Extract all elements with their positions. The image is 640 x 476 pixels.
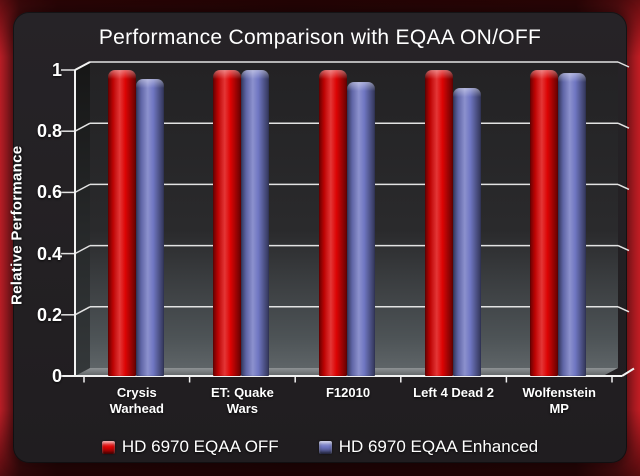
gridline-connector <box>74 244 91 255</box>
bar-hd-6970-eqaa-off-left-4-dead-2 <box>424 70 453 376</box>
y-axis-top-connector <box>74 61 91 71</box>
y-tick-label-0: 0 <box>51 366 62 386</box>
bar-hd-6970-eqaa-enhanced-et-quake-wars <box>241 70 270 376</box>
y-axis-title: Relative Performance <box>8 145 26 305</box>
y-tick-label-0.6: 0.6 <box>36 182 62 203</box>
category-label-f12010: F12010 <box>325 385 371 400</box>
gridline-connector <box>617 244 630 252</box>
legend-item-eqaa-off: HD 6970 EQAA OFF <box>101 437 279 457</box>
category-label-wolfenstein-mp: Wolfenstein MP <box>522 385 596 416</box>
y-tick-label-0.4: 0.4 <box>36 243 62 264</box>
plot-side-wall <box>75 62 90 376</box>
bar-hd-6970-eqaa-enhanced-wolfenstein-mp <box>558 73 587 376</box>
chart-legend: HD 6970 EQAA OFF HD 6970 EQAA Enhanced <box>0 434 640 460</box>
x-axis-end-connector <box>621 367 635 377</box>
bar-hd-6970-eqaa-off-f12010 <box>319 70 347 376</box>
legend-marker-red-icon <box>101 440 115 454</box>
bar-hd-6970-eqaa-enhanced-f12010 <box>347 82 375 376</box>
y-tick-label-0.8: 0.8 <box>36 121 62 142</box>
y-tick-label-1: 1 <box>51 60 62 80</box>
category-label-et-quake-wars: ET: Quake Wars <box>210 385 274 416</box>
category-label-left-4-dead-2: Left 4 Dead 2 <box>413 385 495 400</box>
gridline-connector <box>617 122 630 129</box>
bar-hd-6970-eqaa-off-crysis-warhead <box>107 70 136 376</box>
legend-label-eqaa-enhanced: HD 6970 EQAA Enhanced <box>338 437 539 456</box>
bar-hd-6970-eqaa-enhanced-crysis-warhead <box>135 79 164 376</box>
gridline-connector <box>617 183 630 191</box>
legend-label-eqaa-off: HD 6970 EQAA OFF <box>121 437 279 456</box>
bar-hd-6970-eqaa-off-wolfenstein-mp <box>530 70 559 376</box>
gridline-connector <box>617 306 630 313</box>
y-tick-label-0.2: 0.2 <box>36 304 62 325</box>
bar-hd-6970-eqaa-off-et-quake-wars <box>213 70 242 376</box>
gridline-connector <box>617 61 630 68</box>
gridline-connector <box>74 306 91 316</box>
chart-title: Performance Comparison with EQAA ON/OFF <box>98 26 542 49</box>
gridline-connector <box>74 122 91 132</box>
gridline-connector <box>74 183 91 194</box>
category-label-crysis-warhead: Crysis Warhead <box>109 385 164 416</box>
bar-hd-6970-eqaa-enhanced-left-4-dead-2 <box>452 88 481 376</box>
legend-marker-blue-icon <box>318 440 332 454</box>
legend-item-eqaa-enhanced: HD 6970 EQAA Enhanced <box>318 437 539 457</box>
